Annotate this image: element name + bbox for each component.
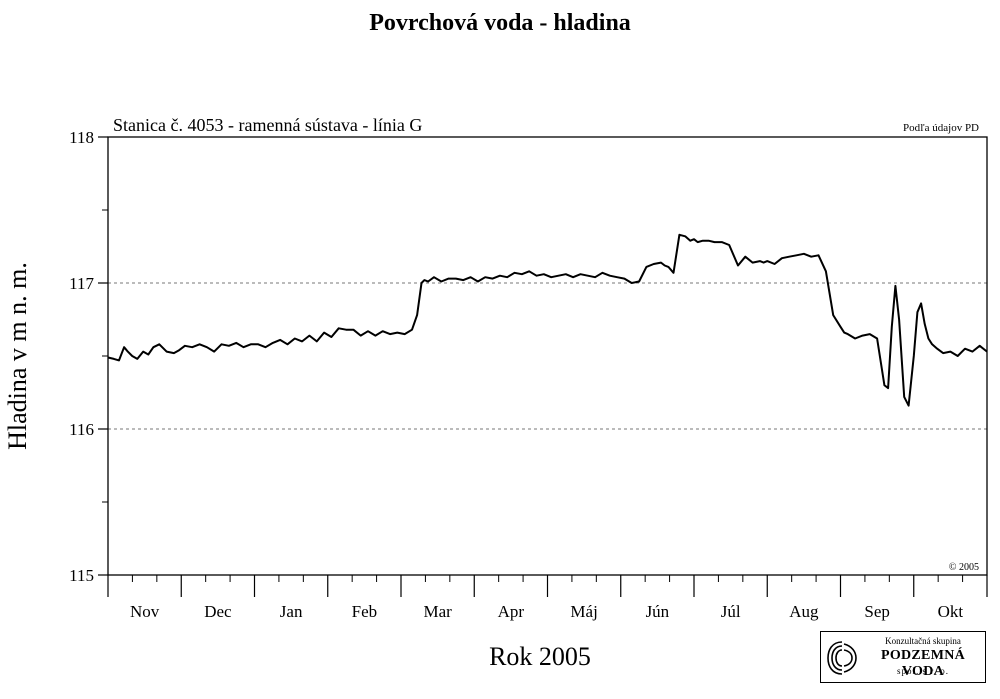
x-tick-label-jún: Jún (646, 602, 670, 621)
x-tick-label-jan: Jan (280, 602, 303, 621)
x-tick-label-dec: Dec (204, 602, 232, 621)
y-tick-label-115: 115 (69, 566, 94, 585)
plot-frame (107, 136, 988, 576)
logo-mark (827, 641, 857, 675)
source-note: Podľa údajov PD (903, 122, 979, 134)
x-tick-label-máj: Máj (570, 602, 597, 621)
y-axis-label: Hladina v m n. m. (3, 262, 32, 450)
data-layer (107, 233, 988, 407)
x-tick-label-okt: Okt (938, 602, 964, 621)
axis-layer: 115 116 117 118 Nov Dec Jan Feb Mar Apr Máj Jún Júl A… (69, 128, 988, 621)
x-tick-label-aug: Aug (789, 602, 819, 621)
logo-company-group: Konzultačná skupina (885, 636, 961, 646)
chart-title: Povrchová voda - hladina (369, 10, 631, 36)
y-tick-label-118: 118 (69, 128, 94, 147)
y-tick-label-117: 117 (69, 274, 94, 293)
x-tick-label-mar: Mar (423, 602, 452, 621)
x-tick-label-apr: Apr (498, 602, 525, 621)
logo-company-suffix: spol. s r. o. (896, 666, 949, 676)
grid-layer (108, 282, 987, 430)
y-tick-label-116: 116 (69, 420, 94, 439)
copyright-note: © 2005 (949, 562, 979, 573)
company-logo: Konzultačná skupina PODZEMNÁ VODA spol. … (820, 631, 986, 683)
x-tick-label-nov: Nov (130, 602, 160, 621)
chart-subtitle: Stanica č. 4053 - ramenná sústava - líni… (113, 115, 422, 135)
series-line-0 (107, 233, 988, 407)
x-tick-label-feb: Feb (352, 602, 378, 621)
x-tick-label-sep: Sep (864, 602, 890, 621)
x-axis-label: Rok 2005 (489, 642, 591, 671)
logo-company-name: PODZEMNÁ VODA (880, 648, 966, 679)
x-tick-label-júl: Júl (721, 602, 741, 621)
